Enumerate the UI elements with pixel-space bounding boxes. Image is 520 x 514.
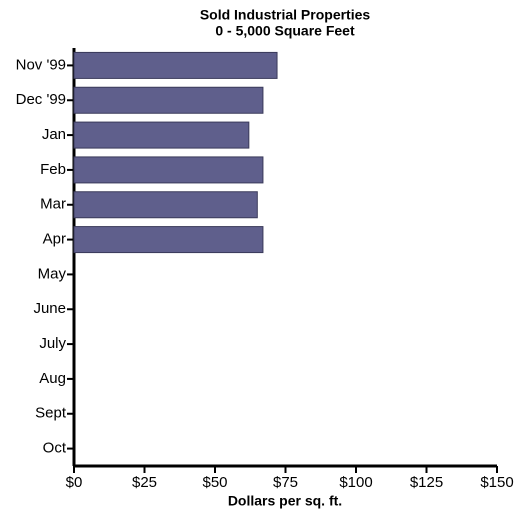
bar bbox=[73, 191, 258, 219]
x-tick-label: $50 bbox=[202, 474, 227, 491]
bar bbox=[73, 86, 264, 114]
y-tick-label: Feb bbox=[40, 161, 66, 178]
y-tick-label: May bbox=[38, 265, 67, 282]
bar bbox=[73, 121, 250, 149]
x-tick-label: $0 bbox=[66, 474, 83, 491]
y-tick-label: Aug bbox=[39, 370, 66, 387]
bar bbox=[73, 51, 278, 79]
y-tick-label: July bbox=[39, 335, 66, 352]
bar bbox=[73, 156, 264, 184]
x-tick-label: $150 bbox=[480, 474, 513, 491]
y-tick-label: Jan bbox=[42, 126, 66, 143]
x-tick-label: $125 bbox=[410, 474, 443, 491]
y-tick-label: June bbox=[33, 300, 66, 317]
x-tick-label: $25 bbox=[132, 474, 157, 491]
chart-subtitle: 0 - 5,000 Square Feet bbox=[215, 23, 355, 39]
x-axis-label: Dollars per sq. ft. bbox=[228, 493, 342, 509]
x-tick-label: $75 bbox=[273, 474, 298, 491]
y-tick-label: Mar bbox=[40, 196, 66, 213]
y-tick-label: Nov '99 bbox=[16, 56, 66, 73]
chart-title: Sold Industrial Properties bbox=[200, 7, 371, 23]
bar bbox=[73, 226, 264, 254]
x-tick-label: $100 bbox=[339, 474, 372, 491]
y-tick-label: Dec '99 bbox=[16, 91, 66, 108]
y-tick-label: Apr bbox=[43, 231, 66, 248]
y-tick-label: Sept bbox=[35, 405, 67, 422]
y-tick-label: Oct bbox=[43, 440, 67, 457]
